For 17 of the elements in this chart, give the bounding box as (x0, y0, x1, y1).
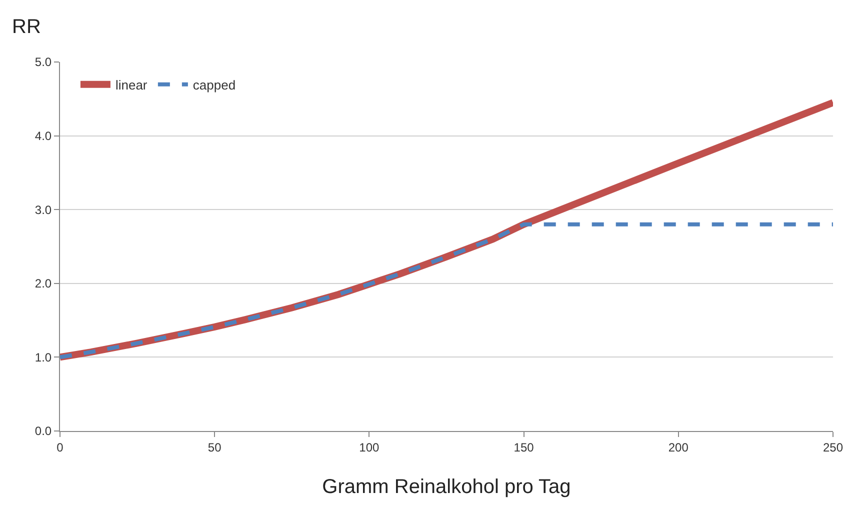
y-tick-label: 2.0 (34, 276, 52, 291)
line-series (60, 222, 833, 360)
x-tick-label: 50 (208, 440, 222, 454)
y-axis-title: RR (12, 16, 41, 38)
x-tick-label: 200 (668, 440, 689, 454)
y-tick-label: 5.0 (34, 55, 52, 70)
x-tick-label: 0 (56, 440, 64, 454)
x-tick-label: 250 (822, 440, 844, 454)
legend-label: linear (115, 77, 148, 92)
x-tick-label: 100 (359, 440, 380, 454)
y-tick-label: 1.0 (34, 350, 52, 364)
x-tick-label: 150 (514, 440, 534, 454)
y-tick-label: 0.0 (34, 424, 52, 438)
y-tick-label: 4.0 (34, 129, 52, 143)
y-tick-label: 3.0 (34, 202, 52, 217)
x-axis-title: Gramm Reinalkohol pro Tag (322, 476, 571, 498)
legend-label: capped (192, 77, 236, 92)
